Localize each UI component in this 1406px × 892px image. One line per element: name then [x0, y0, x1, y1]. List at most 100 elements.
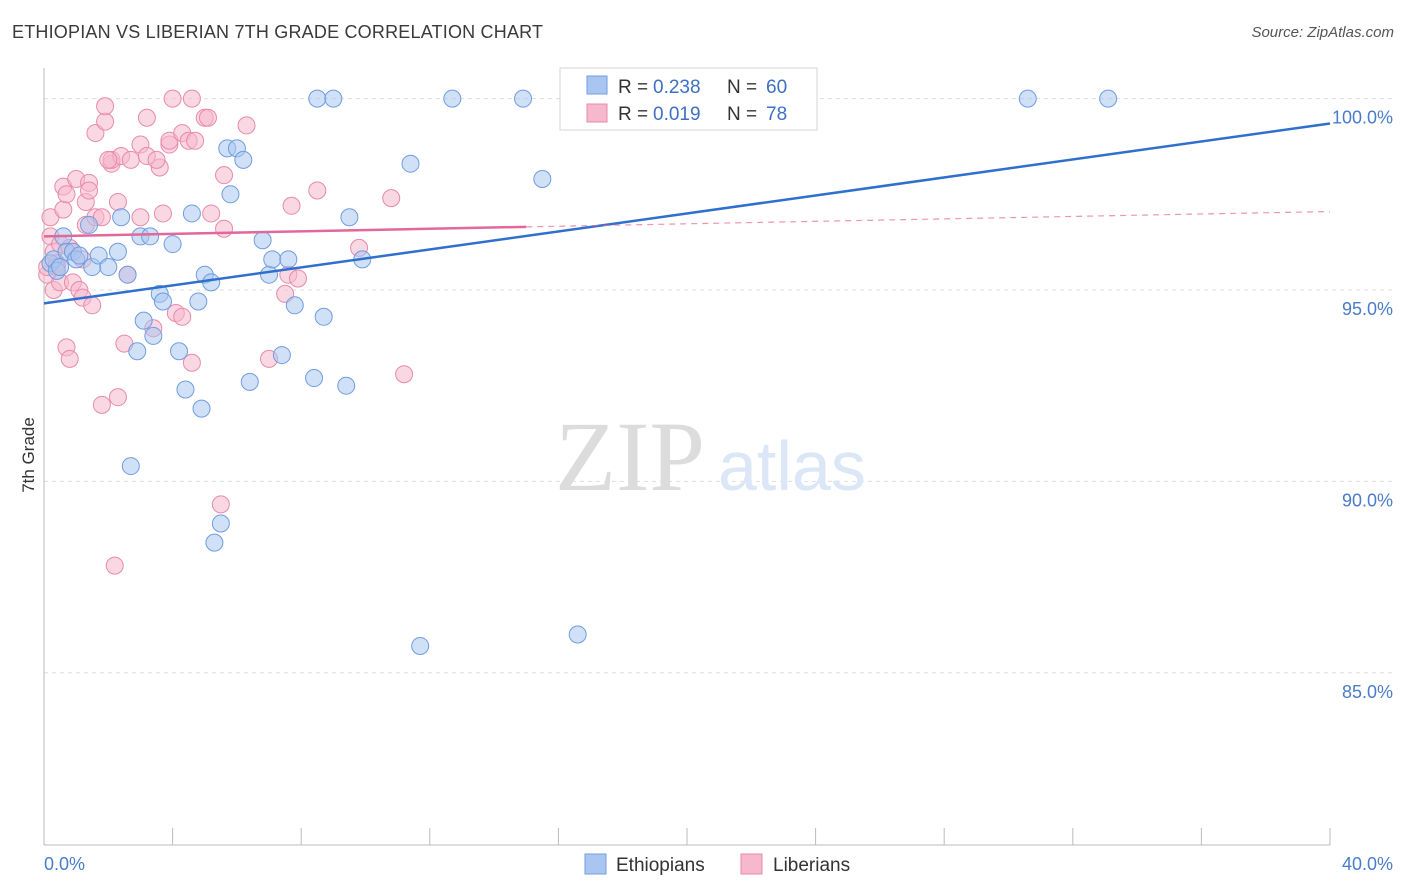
liberians-point-30 [96, 97, 115, 116]
ethiopians-point-57 [568, 625, 587, 644]
liberians-trend-extension [526, 210, 1331, 228]
liberians-trend-line [43, 225, 527, 238]
ethiopians-point-16 [121, 457, 140, 476]
liberians-point-70 [382, 189, 401, 208]
ethiopians-point-21 [144, 326, 163, 345]
liberians-point-64 [276, 284, 295, 303]
liberians-point-11 [54, 200, 73, 219]
ethiopians-points [41, 89, 1118, 655]
liberians-point-72 [105, 556, 124, 575]
ethiopians-point-28 [189, 292, 208, 311]
y-tick-label-2: 95.0% [1342, 299, 1393, 319]
liberians-point-59 [211, 495, 230, 514]
ethiopians-n-label: N = [727, 77, 757, 98]
y-tick-label-0: 85.0% [1342, 682, 1393, 702]
ethiopians-point-39 [253, 231, 272, 250]
ethiopians-point-19 [134, 311, 153, 330]
ethiopians-point-35 [221, 185, 240, 204]
ethiopians-point-48 [324, 89, 343, 108]
ethiopians-point-42 [272, 346, 291, 365]
ethiopians-point-44 [285, 296, 304, 315]
ethiopians-point-32 [205, 533, 224, 552]
ethiopians-point-14 [112, 208, 131, 227]
ethiopians-point-33 [211, 514, 230, 533]
ethiopians-point-11 [89, 246, 108, 265]
liberians-point-66 [282, 196, 301, 215]
liberians-point-24 [83, 296, 102, 315]
liberians-r-value: 0.019 [653, 104, 701, 125]
y-tick-label-1: 90.0% [1342, 490, 1393, 510]
liberians-point-62 [237, 116, 256, 135]
ethiopians-point-17 [128, 342, 147, 361]
liberians-points [38, 89, 414, 575]
ethiopians-point-55 [514, 89, 533, 108]
ethiopians-point-27 [182, 204, 201, 223]
ethiopians-point-49 [337, 376, 356, 395]
ethiopians-point-53 [411, 636, 430, 655]
ethiopians-point-47 [314, 307, 333, 326]
trend-lines [43, 122, 1331, 305]
ethiopians-point-43 [279, 250, 298, 269]
ethiopians-point-38 [240, 372, 259, 391]
ethiopians-point-24 [163, 235, 182, 254]
ethiopians-point-60 [1099, 89, 1118, 108]
liberians-n-label: N = [727, 104, 757, 125]
liberians-point-45 [153, 204, 172, 223]
ethiopians-point-37 [234, 150, 253, 169]
liberians-r-label: R = [618, 104, 648, 125]
series-legend[interactable]: Ethiopians Liberians [584, 853, 850, 876]
ethiopians-point-50 [340, 208, 359, 227]
liberians-point-68 [308, 181, 327, 200]
ethiopians-point-54 [443, 89, 462, 108]
ethiopians-point-23 [153, 292, 172, 311]
liberians-point-58 [202, 204, 221, 223]
watermark-atlas: atlas [718, 427, 866, 505]
y-tick-label-3: 100.0% [1332, 108, 1393, 128]
ethiopians-point-26 [176, 380, 195, 399]
ethiopians-point-45 [305, 369, 324, 388]
liberians-series-swatch[interactable] [740, 853, 763, 875]
ethiopians-r-label: R = [618, 77, 648, 98]
ethiopians-trend-line [43, 122, 1331, 305]
liberians-point-29 [96, 112, 115, 131]
ethiopians-point-25 [170, 342, 189, 361]
liberians-point-50 [173, 307, 192, 326]
ethiopians-point-40 [260, 265, 279, 284]
ethiopians-point-29 [192, 399, 211, 418]
watermark-zip: ZIP [555, 401, 705, 512]
liberians-point-55 [186, 131, 205, 150]
ethiopians-point-46 [308, 89, 327, 108]
y-axis-label: 7th Grade [19, 417, 38, 493]
ethiopians-point-13 [108, 242, 127, 261]
liberians-n-value: 78 [766, 104, 787, 125]
liberians-point-57 [198, 108, 217, 127]
x-ticks [43, 828, 1331, 845]
source-label: Source: ZipAtlas.com [1251, 24, 1394, 41]
ethiopians-legend-swatch [586, 75, 608, 95]
ethiopians-series-label[interactable]: Ethiopians [616, 855, 705, 876]
stats-legend: R = 0.238 N = 60 R = 0.019 N = 78 [559, 67, 818, 131]
ethiopians-n-value: 60 [766, 77, 787, 98]
chart-title: ETHIOPIAN VS LIBERIAN 7TH GRADE CORRELAT… [12, 22, 544, 42]
liberians-point-71 [395, 365, 414, 384]
liberians-series-label[interactable]: Liberians [773, 855, 850, 876]
ethiopians-point-52 [401, 154, 420, 173]
liberians-point-14 [60, 349, 79, 368]
ethiopians-point-56 [533, 170, 552, 188]
ethiopians-point-31 [202, 273, 221, 292]
liberians-point-39 [131, 208, 150, 227]
liberians-point-61 [215, 166, 234, 185]
ethiopians-series-swatch[interactable] [584, 853, 607, 875]
ethiopians-r-value: 0.238 [653, 77, 701, 98]
ethiopians-point-9 [80, 215, 99, 234]
ethiopians-point-15 [118, 265, 137, 284]
ethiopians-point-41 [263, 250, 282, 269]
liberians-point-34 [108, 192, 127, 211]
ethiopians-point-20 [141, 227, 160, 246]
x-tick-label-min: 0.0% [44, 854, 85, 874]
liberians-point-41 [137, 108, 156, 127]
ethiopians-point-8 [70, 246, 89, 265]
ethiopians-point-12 [99, 258, 118, 277]
liberians-point-53 [182, 89, 201, 108]
